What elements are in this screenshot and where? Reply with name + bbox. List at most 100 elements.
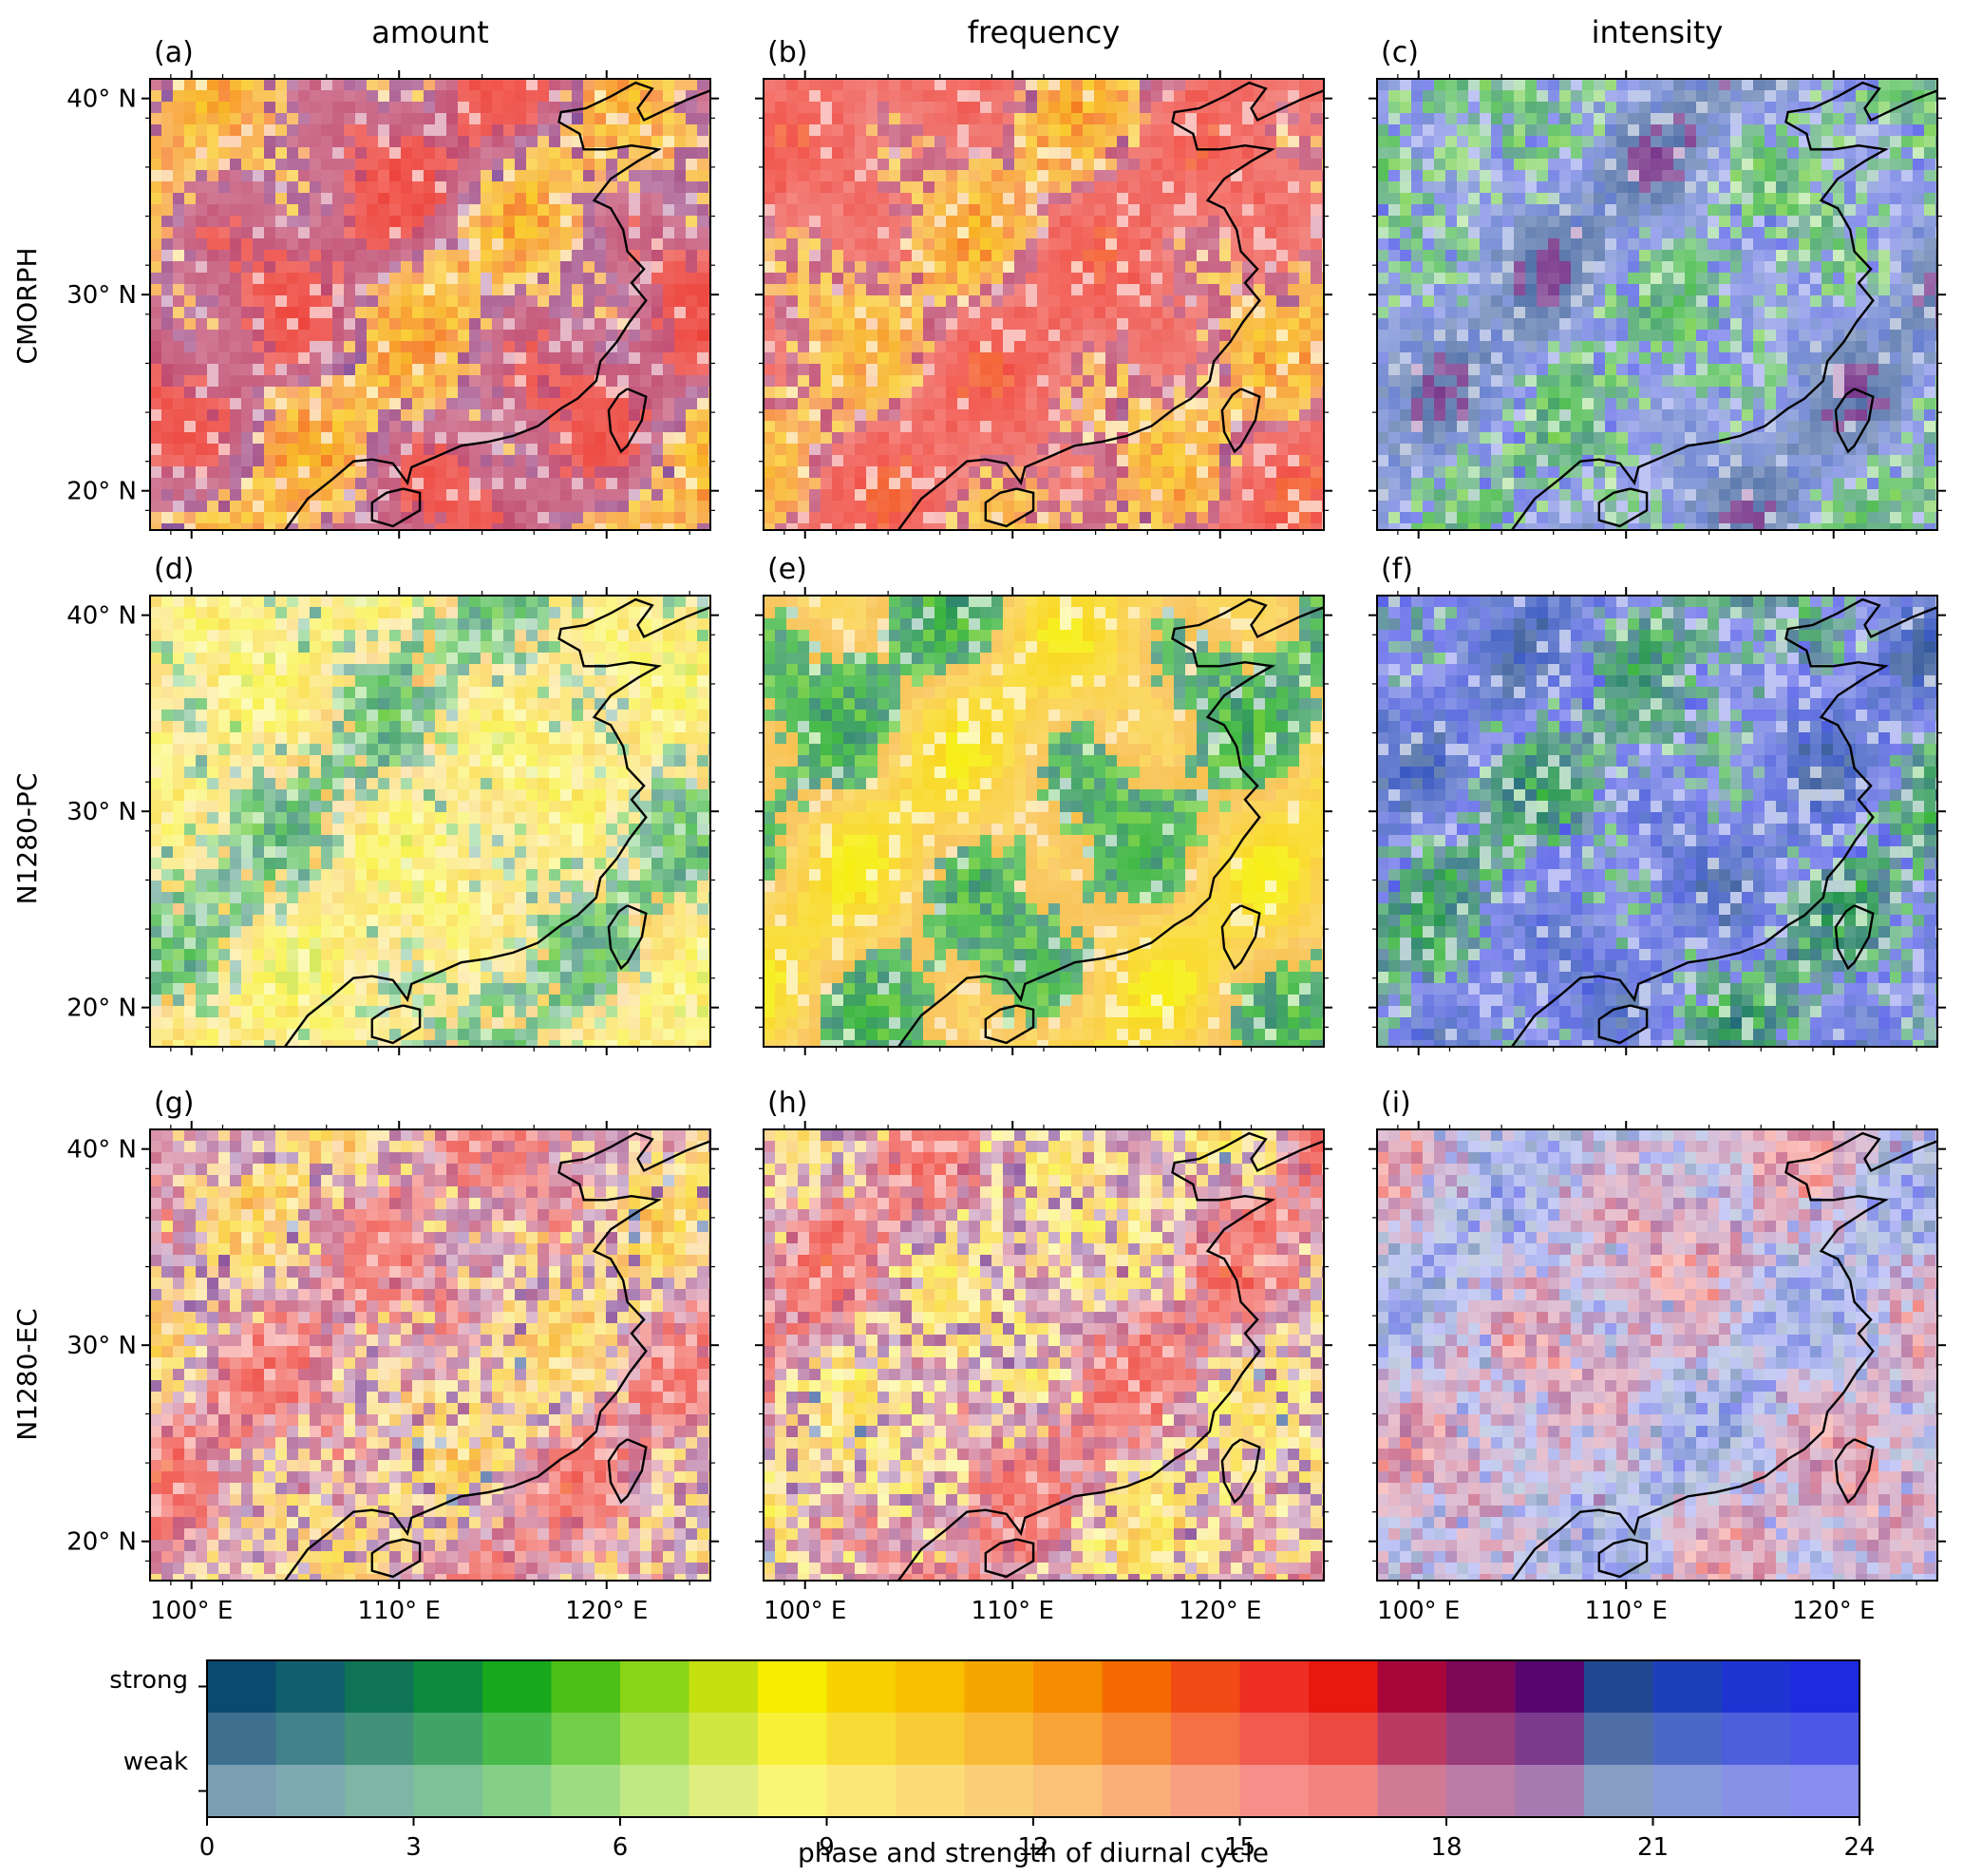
phase-cell (1208, 352, 1219, 364)
phase-cell (1639, 124, 1651, 136)
phase-cell (1265, 387, 1276, 398)
phase-cell (969, 193, 980, 204)
phase-cell (798, 170, 809, 181)
phase-cell (207, 398, 218, 409)
phase-cell (458, 204, 469, 216)
phase-cell (150, 387, 161, 398)
phase-cell (595, 387, 606, 398)
phase-cell (1311, 216, 1322, 227)
phase-cell (1605, 227, 1616, 238)
phase-cell (503, 387, 515, 398)
phase-cell (310, 307, 321, 318)
phase-cell (855, 238, 866, 250)
phase-cell (843, 409, 855, 421)
phase-cell (1299, 512, 1311, 523)
phase-cell (764, 79, 775, 90)
phase-cell (1867, 216, 1878, 227)
phase-cell (946, 330, 957, 341)
phase-cell (866, 250, 878, 261)
phase-cell (980, 216, 991, 227)
phase-cell (1639, 227, 1651, 238)
phase-cell (367, 273, 378, 284)
phase-cell (878, 284, 889, 295)
phase-cell (821, 159, 832, 170)
phase-cell (1299, 261, 1311, 273)
phase-cell (469, 523, 481, 530)
phase-cell (923, 193, 934, 204)
phase-cell (595, 124, 606, 136)
phase-cell (1913, 159, 1924, 170)
phase-cell (1605, 273, 1616, 284)
phase-cell (230, 512, 241, 523)
phase-cell (1548, 181, 1559, 193)
phase-cell (1094, 307, 1105, 318)
phase-cell (344, 147, 355, 159)
phase-cell (1753, 261, 1765, 273)
phase-cell (934, 444, 946, 455)
phase-cell (912, 147, 923, 159)
phase-cell (401, 455, 412, 466)
phase-cell (629, 147, 640, 159)
phase-cell (1048, 273, 1060, 284)
phase-cell (1491, 124, 1502, 136)
phase-cell (809, 136, 821, 147)
phase-cell (515, 273, 526, 284)
phase-cell (1014, 364, 1026, 375)
phase-cell (241, 478, 253, 489)
phase-cell (1400, 227, 1411, 238)
phase-cell (1265, 501, 1276, 512)
phase-cell (1810, 159, 1821, 170)
phase-cell (355, 113, 367, 124)
phase-cell (184, 147, 196, 159)
phase-cell (1288, 512, 1299, 523)
phase-cell (1753, 113, 1765, 124)
phase-cell (1117, 273, 1128, 284)
phase-cell (1174, 409, 1185, 421)
phase-cell (923, 523, 934, 530)
phase-cell (1105, 250, 1117, 261)
phase-cell (389, 364, 401, 375)
phase-cell (503, 261, 515, 273)
phase-cell (218, 216, 230, 227)
phase-cell (1128, 227, 1140, 238)
phase-cell (1197, 90, 1208, 102)
phase-cell (651, 250, 663, 261)
phase-cell (1060, 124, 1071, 136)
phase-cell (1299, 193, 1311, 204)
phase-cell (1594, 181, 1605, 193)
phase-cell (1014, 170, 1026, 181)
phase-cell (900, 261, 912, 273)
phase-cell (889, 204, 900, 216)
phase-cell (503, 295, 515, 307)
phase-cell (230, 466, 241, 478)
phase-cell (1673, 181, 1685, 193)
phase-cell (1071, 432, 1083, 444)
phase-cell (1753, 193, 1765, 204)
phase-cell (241, 102, 253, 113)
phase-cell (207, 238, 218, 250)
phase-cell (458, 79, 469, 90)
phase-cell (923, 330, 934, 341)
phase-cell (957, 387, 969, 398)
phase-cell (1048, 318, 1060, 330)
phase-cell (207, 124, 218, 136)
phase-cell (878, 238, 889, 250)
phase-cell (1616, 216, 1628, 227)
phase-cell (1719, 113, 1730, 124)
phase-cell (934, 398, 946, 409)
phase-cell (843, 216, 855, 227)
phase-cell (821, 398, 832, 409)
phase-cell (1094, 159, 1105, 170)
phase-cell (275, 90, 287, 102)
phase-cell (889, 193, 900, 204)
phase-cell (923, 204, 934, 216)
phase-cell (980, 170, 991, 181)
phase-cell (1662, 90, 1673, 102)
phase-cell (1377, 204, 1388, 216)
phase-cell (1377, 273, 1388, 284)
phase-cell (503, 193, 515, 204)
phase-cell (1445, 170, 1457, 181)
phase-cell (934, 466, 946, 478)
phase-cell (1901, 113, 1913, 124)
phase-cell (1094, 181, 1105, 193)
